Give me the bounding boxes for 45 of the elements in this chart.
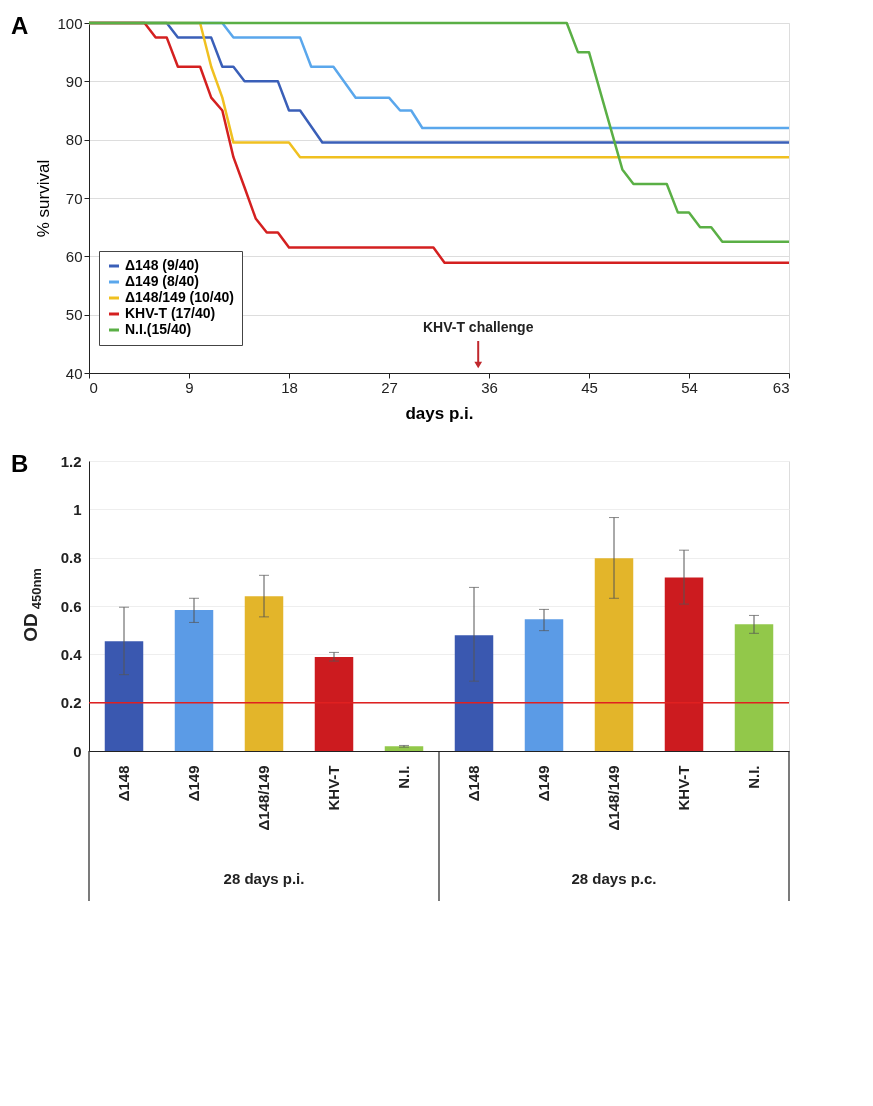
x-tick-label: Δ148 xyxy=(465,765,482,802)
x-tick-label: KHV-T xyxy=(325,765,342,811)
y-tick-label: 90 xyxy=(65,72,83,90)
y-tick-label: 70 xyxy=(65,189,83,207)
y-tick-label: 0.2 xyxy=(60,694,82,712)
x-tick-label: 54 xyxy=(681,378,698,396)
legend-label: Δ148 (9/40) xyxy=(125,257,199,273)
x-tick-label: 36 xyxy=(481,378,498,396)
x-tick-label: Δ148/149 xyxy=(605,765,622,831)
x-tick-label: 9 xyxy=(185,378,194,396)
y-tick-label: 100 xyxy=(57,14,83,32)
text: 28 days p.c. xyxy=(571,870,657,887)
y-axis-title: OD450nm xyxy=(20,568,44,642)
legend-label: KHV-T (17/40) xyxy=(125,305,216,321)
y-tick-label: 0.8 xyxy=(60,549,82,567)
x-tick-label: KHV-T xyxy=(675,765,692,811)
x-tick-label: 45 xyxy=(581,378,598,396)
text: 28 days p.i. xyxy=(223,870,305,887)
legend-label: N.I.(15/40) xyxy=(125,321,192,337)
chart-title: A xyxy=(11,12,29,39)
y-tick-label: 1.2 xyxy=(60,452,82,470)
x-tick-label: N.I. xyxy=(395,765,412,789)
y-tick-label: 0.4 xyxy=(60,645,83,663)
x-tick-label: 18 xyxy=(281,378,298,396)
y-tick-label: 50 xyxy=(65,306,83,324)
x-tick-label: 27 xyxy=(381,378,398,396)
y-tick-label: 80 xyxy=(65,131,83,149)
x-tick-label: N.I. xyxy=(745,765,762,789)
y-tick-label: 0.6 xyxy=(60,597,82,615)
annotation: KHV-T challenge xyxy=(422,319,534,335)
y-tick-label: 60 xyxy=(65,247,83,265)
x-axis-title: days p.i. xyxy=(405,403,474,423)
chart-title: B xyxy=(11,450,29,477)
x-tick-label: Δ148 xyxy=(115,765,132,802)
y-tick-label: 40 xyxy=(65,364,83,382)
y-tick-label: 1 xyxy=(73,500,82,518)
x-tick-label: 63 xyxy=(772,378,790,396)
x-tick-label: 0 xyxy=(89,378,98,396)
x-tick-label: Δ149 xyxy=(535,765,552,802)
y-axis-title: % survival xyxy=(34,159,54,238)
x-tick-label: Δ149 xyxy=(185,765,202,802)
legend-label: Δ149 (8/40) xyxy=(125,273,199,289)
legend-label: Δ148/149 (10/40) xyxy=(125,289,234,305)
y-tick-label: 0 xyxy=(73,742,82,760)
x-tick-label: Δ148/149 xyxy=(255,765,272,831)
